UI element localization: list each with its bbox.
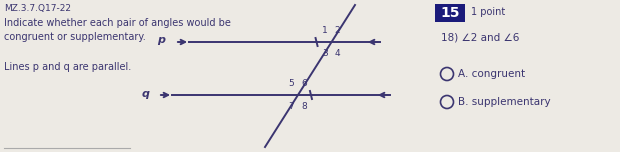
- Text: MZ.3.7.Q17-22: MZ.3.7.Q17-22: [4, 4, 71, 13]
- Text: 5: 5: [288, 79, 294, 88]
- Text: 1: 1: [322, 26, 327, 35]
- Text: 3: 3: [322, 49, 327, 58]
- Text: 6: 6: [301, 79, 307, 88]
- Text: Indicate whether each pair of angles would be: Indicate whether each pair of angles wou…: [4, 18, 231, 28]
- Text: 1 point: 1 point: [471, 7, 505, 17]
- FancyBboxPatch shape: [435, 4, 465, 22]
- Text: congruent or supplementary.: congruent or supplementary.: [4, 32, 146, 42]
- Text: 8: 8: [301, 102, 307, 111]
- Text: p: p: [157, 35, 165, 45]
- Text: 18) ∠2 and ∠6: 18) ∠2 and ∠6: [441, 32, 520, 42]
- Text: 4: 4: [335, 49, 340, 58]
- Text: 2: 2: [335, 26, 340, 35]
- Text: 7: 7: [288, 102, 294, 111]
- Text: B. supplementary: B. supplementary: [459, 97, 551, 107]
- Text: 15: 15: [440, 6, 460, 20]
- Text: Lines p and q are parallel.: Lines p and q are parallel.: [4, 62, 131, 72]
- Text: A. congruent: A. congruent: [459, 69, 526, 79]
- Text: q: q: [142, 89, 150, 99]
